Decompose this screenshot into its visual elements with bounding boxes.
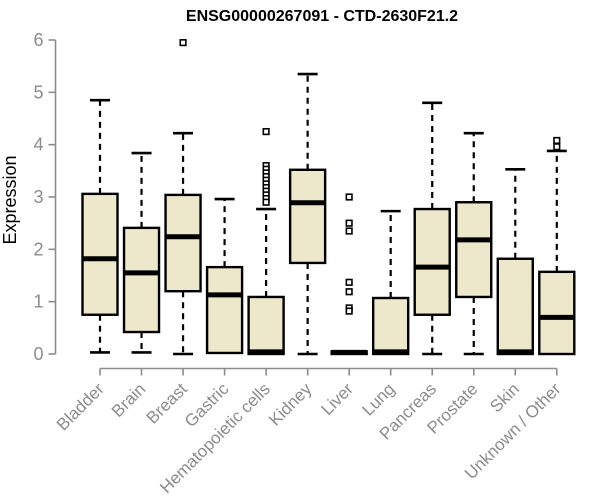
box-breast: [164, 193, 202, 293]
box-bladder: [81, 192, 119, 316]
outlier-point-liver: [345, 219, 353, 227]
box-pancreas: [413, 207, 451, 316]
outlier-point-liver: [345, 288, 353, 296]
outlier-point-hematopoietic-cells: [262, 198, 270, 206]
outlier-point-liver: [345, 227, 353, 235]
box-gastric: [205, 265, 244, 355]
y-tick-label: 0: [33, 344, 43, 364]
y-tick-label: 4: [33, 135, 43, 155]
box-brain: [122, 226, 161, 334]
box-hematopoietic-cells: [247, 295, 285, 356]
outlier-point-unknown-other: [553, 143, 561, 151]
x-tick-label: Skin: [486, 379, 523, 416]
y-tick-label: 2: [33, 239, 43, 259]
x-tick-label: Liver: [317, 379, 357, 419]
outlier-point-hematopoietic-cells: [262, 127, 270, 136]
box-lung: [371, 296, 410, 356]
x-tick-label: Kidney: [265, 379, 316, 430]
outlier-point-unknown-other: [553, 136, 561, 145]
outlier-point-liver: [345, 307, 353, 315]
box-prostate: [455, 201, 493, 299]
y-tick-label: 3: [33, 187, 43, 207]
y-tick-label: 5: [33, 82, 43, 102]
outlier-point-liver: [345, 193, 353, 201]
box-kidney: [288, 168, 327, 265]
y-tick-label: 6: [33, 30, 43, 50]
box-unknown-other: [538, 270, 576, 356]
y-axis-title: Expression: [0, 155, 20, 244]
x-tick-label: Bladder: [53, 379, 108, 434]
outlier-point-liver: [345, 278, 353, 286]
box-skin: [496, 257, 534, 356]
chart-title: ENSG00000267091 - CTD-2630F21.2: [186, 8, 458, 25]
outlier-point-breast: [179, 39, 187, 47]
y-tick-label: 1: [33, 292, 43, 312]
